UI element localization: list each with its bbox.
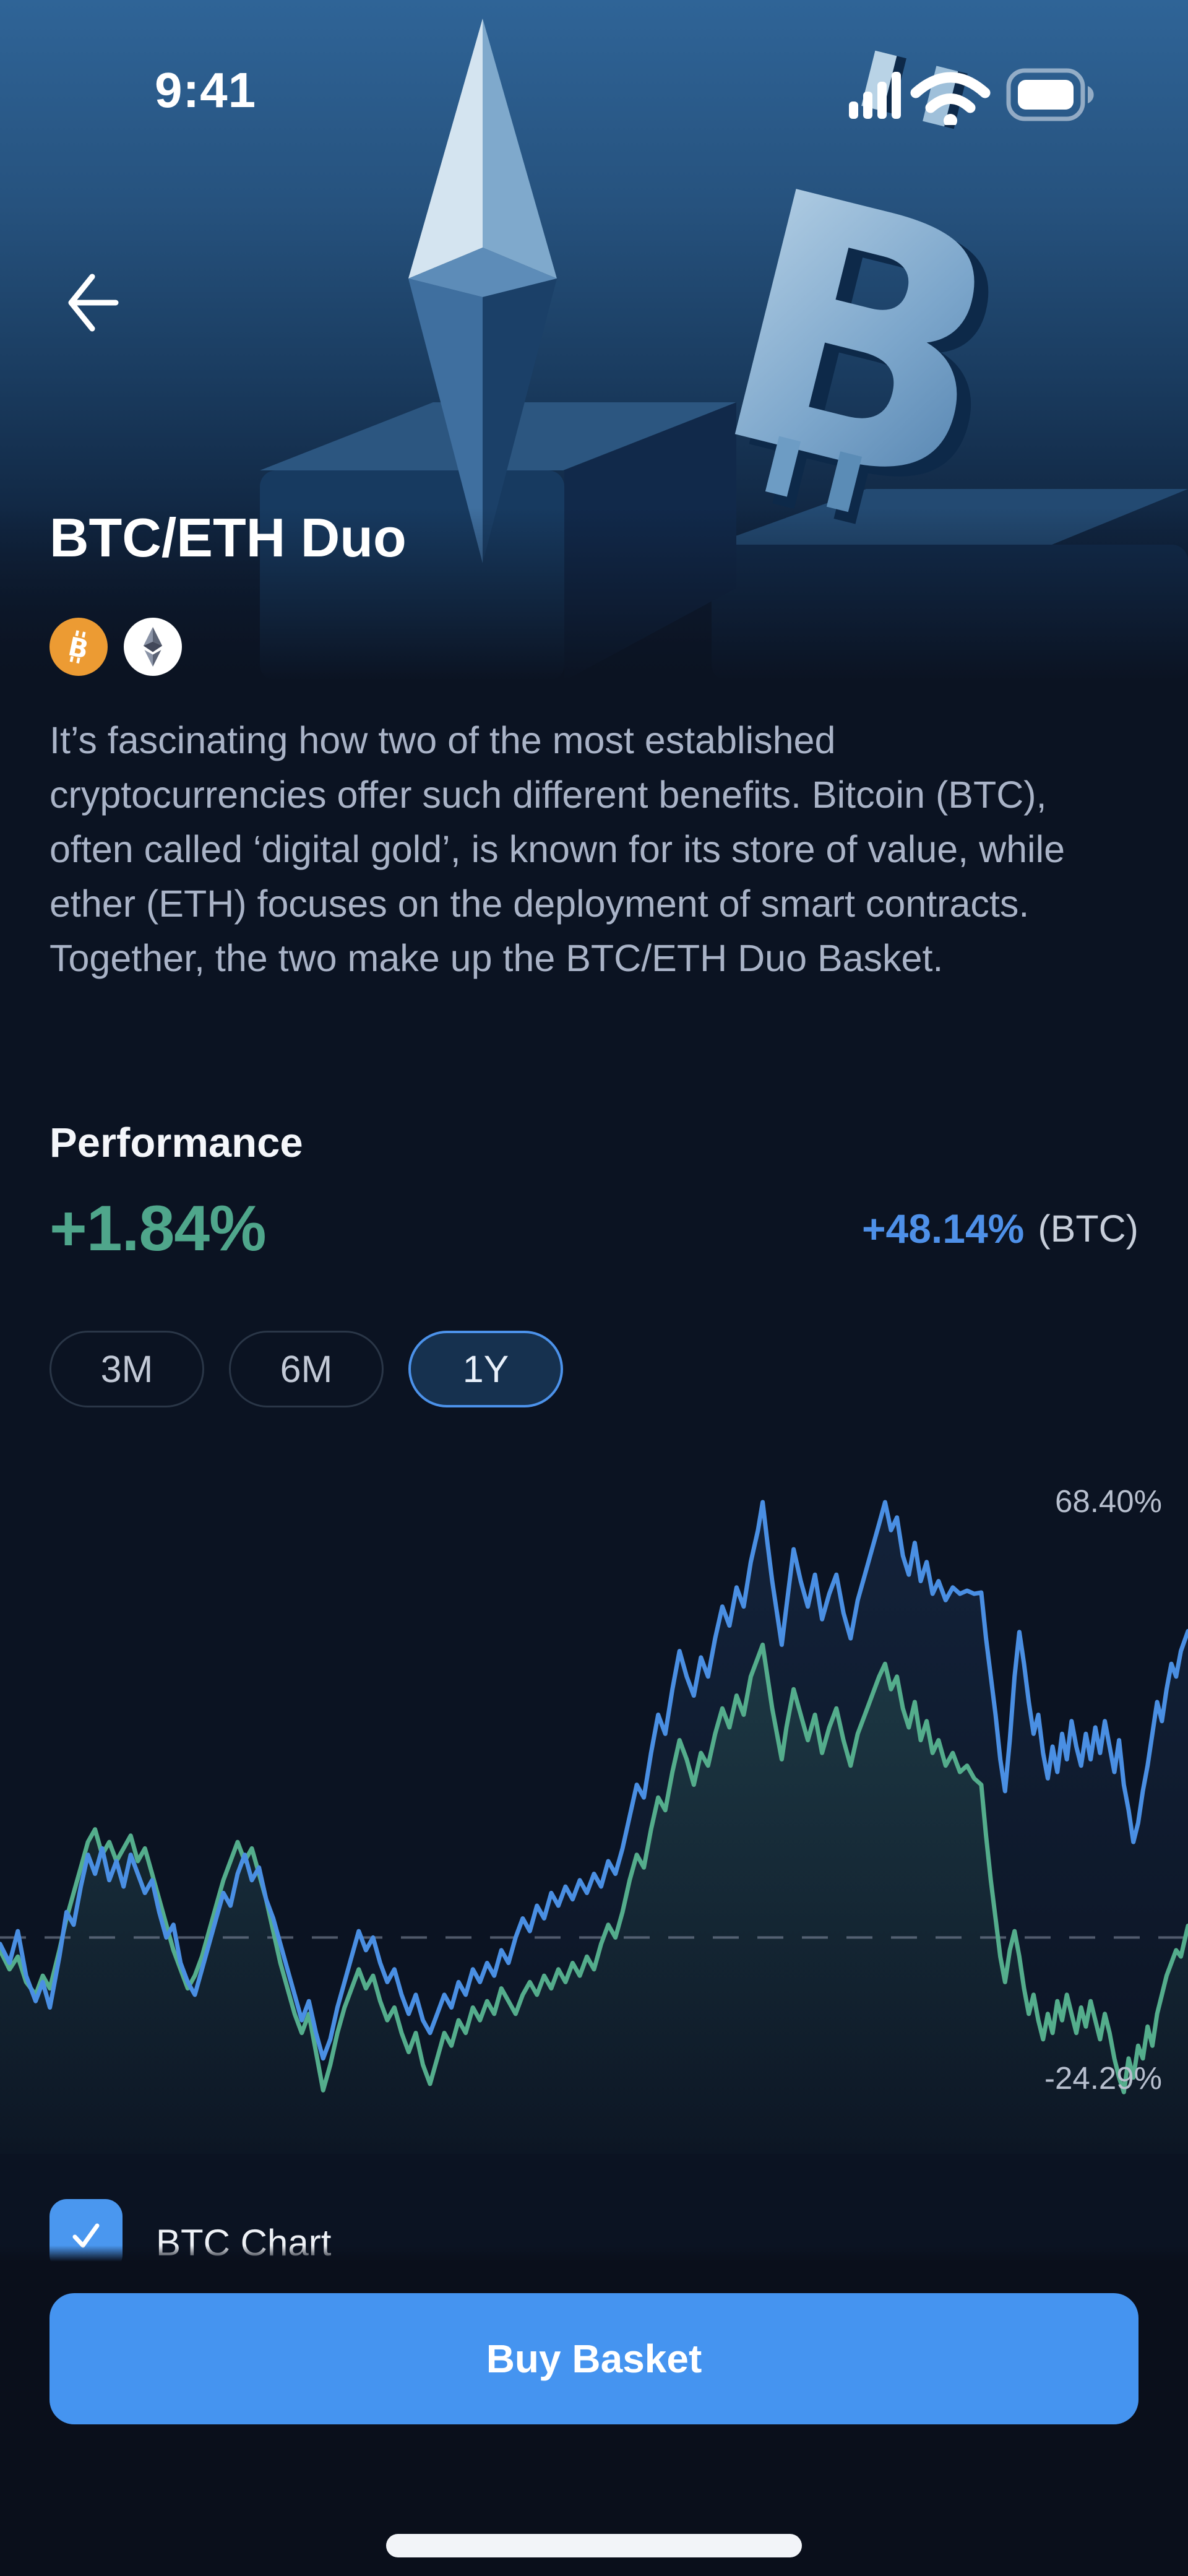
range-3m-label: 3M	[100, 1348, 153, 1390]
range-3m-button[interactable]: 3M	[50, 1331, 204, 1407]
eth-crystal-icon	[408, 19, 557, 563]
status-bar: 9:41	[0, 0, 1188, 136]
range-6m-label: 6M	[280, 1348, 333, 1390]
crypto-3d-illustration: B B	[0, 0, 1188, 681]
bitcoin-coin-icon: B	[50, 618, 108, 676]
buy-basket-button[interactable]: Buy Basket	[50, 2293, 1138, 2424]
status-icons	[849, 68, 1094, 125]
basket-line-series	[0, 1642, 1188, 2094]
basket-performance-value: +1.84%	[50, 1192, 267, 1264]
basket-area-fill	[0, 1645, 1188, 2154]
chart-min-label: -24.29%	[1044, 2060, 1162, 2096]
btc-performance-suffix: (BTC)	[1038, 1208, 1138, 1250]
ethereum-coin-icon	[124, 618, 182, 676]
performance-chart[interactable]: 68.40% -24.29%	[0, 1479, 1188, 2154]
cellular-signal-icon	[849, 72, 901, 119]
back-button[interactable]	[59, 264, 127, 344]
hero-bottom-fade	[0, 508, 1188, 681]
performance-row: +1.84% +48.14% (BTC)	[50, 1176, 1138, 1281]
performance-heading: Performance	[50, 1120, 303, 1166]
hero-banner: B B	[0, 0, 1188, 681]
back-arrow-icon	[68, 274, 119, 331]
status-time: 9:41	[155, 63, 257, 118]
btc-line-series	[0, 1500, 1188, 2061]
wifi-icon	[910, 72, 991, 125]
chart-canvas	[0, 1500, 1188, 2154]
home-indicator[interactable]	[386, 2534, 802, 2557]
bottom-action-panel: Buy Basket	[0, 2245, 1188, 2576]
basket-description: It’s fascinating how two of the most est…	[50, 719, 1065, 979]
bitcoin-glyph: B	[66, 630, 91, 665]
coin-icons-row: B	[50, 618, 182, 676]
range-6m-button[interactable]: 6M	[229, 1331, 384, 1407]
range-1y-label: 1Y	[462, 1348, 509, 1390]
chart-max-label: 68.40%	[1055, 1484, 1162, 1519]
battery-icon	[1006, 68, 1094, 121]
btc-performance-value: +48.14%	[861, 1206, 1025, 1251]
btc-performance: +48.14% (BTC)	[862, 1205, 1138, 1252]
range-selector: 3M 6M 1Y	[50, 1331, 563, 1407]
ethereum-glyph	[143, 626, 163, 667]
range-1y-button[interactable]: 1Y	[408, 1331, 563, 1407]
page-title: BTC/ETH Duo	[50, 507, 407, 568]
